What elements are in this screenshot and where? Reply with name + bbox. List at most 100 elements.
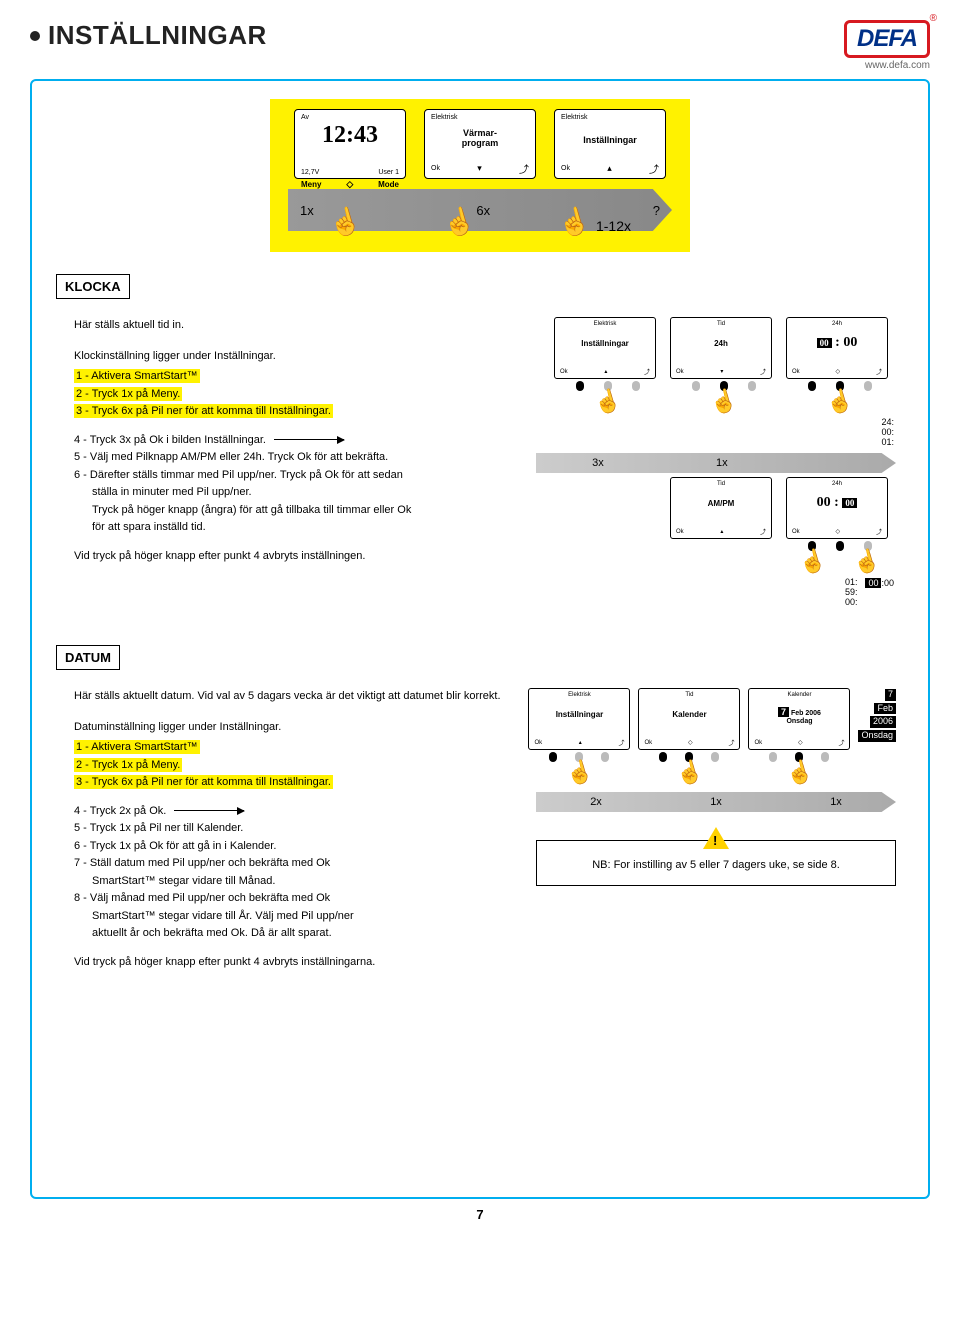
alert-box: NB: For instilling av 5 eller 7 dagers u…: [536, 840, 896, 886]
scr2-mid2: program: [431, 139, 529, 149]
mini-time00: 24h 00 : 00 Ok◇⤴: [786, 317, 888, 379]
screen-time: 12:43: [301, 123, 399, 147]
sb3: 00:: [845, 597, 858, 607]
back-icon: ⤴: [618, 738, 624, 747]
top-yellow-panel: Av 12:43 12,7V User 1 Meny ◇ Mode Elektr…: [270, 99, 690, 252]
scr2-top: Elektrisk: [431, 114, 529, 121]
back-icon: ⤴: [760, 367, 766, 376]
arrow-right-icon: [174, 810, 244, 811]
hand-icon: ☝: [326, 203, 365, 241]
d-s8b: SmartStart™ stegar vidare till År. Välj …: [74, 908, 516, 925]
mini-time00b: 24h 00 : 00 Ok◇⤴: [786, 477, 888, 539]
ok: Ok: [754, 740, 762, 746]
hand-icon: ☝: [823, 386, 856, 418]
back-icon: ⤴: [876, 367, 882, 376]
screen-clock: Av 12:43 12,7V User 1 Meny ◇ Mode: [294, 109, 406, 179]
m-mc: Kalender: [644, 710, 734, 719]
page-title-text: INSTÄLLNINGAR: [48, 20, 267, 51]
hand-icon: ☝: [783, 757, 816, 789]
mode-label: Mode: [378, 180, 399, 189]
sc: 00: [865, 578, 881, 588]
d-s4: 4 - Tryck 2x på Ok.: [74, 805, 166, 817]
main-frame: Av 12:43 12,7V User 1 Meny ◇ Mode Elektr…: [30, 79, 930, 1199]
k-s6c: Tryck på höger knapp (ångra) för att gå …: [74, 502, 516, 519]
k-s6b: ställa in minuter med Pil upp/ner.: [74, 484, 516, 501]
hand-icon: ☝: [554, 203, 593, 241]
d-l2: Onsdag: [754, 718, 844, 725]
ds2: Feb: [874, 703, 896, 715]
sb2: 59:: [845, 587, 858, 597]
m-tl: Elektrisk: [534, 692, 624, 698]
ok: Ok: [792, 529, 800, 535]
k-s2: 2 - Tryck 1x på Meny.: [74, 387, 182, 401]
k-s5: 5 - Välj med Pilknapp AM/PM eller 24h. T…: [74, 449, 516, 466]
klocka-sub: Klockinställning ligger under Inställnin…: [74, 348, 516, 365]
page-title: INSTÄLLNINGAR: [30, 20, 267, 51]
d-s6: 6 - Tryck 1x på Ok för att gå in i Kalen…: [74, 838, 516, 855]
hand-icon: ☝: [673, 757, 706, 789]
mini-d1: Elektrisk Inställningar Ok▴⤴: [528, 688, 630, 750]
klocka-intro: Här ställs aktuell tid in.: [74, 317, 516, 334]
count-strip-d: 2x 1x 1x: [536, 792, 896, 812]
ok: Ok: [676, 529, 684, 535]
datum-header: DATUM: [56, 645, 120, 670]
updown-icon: ◇: [836, 368, 841, 375]
klocka-header: KLOCKA: [56, 274, 130, 299]
m-mc: 24h: [676, 339, 766, 348]
up-icon: ▴: [607, 163, 612, 174]
k-s4: 4 - Tryck 3x på Ok i bilden Inställninga…: [74, 434, 266, 446]
k-s1: 1 - Aktivera SmartStart™: [74, 369, 200, 383]
m-mc: Inställningar: [534, 710, 624, 719]
count-strip: 3x 1x: [536, 453, 896, 473]
m-tl: Tid: [676, 321, 766, 327]
d-intro: Här ställs aktuellt datum. Vid val av 5 …: [74, 688, 516, 705]
ok: Ok: [644, 740, 652, 746]
back-icon: ⤴: [519, 161, 529, 176]
logo-url: www.defa.com: [844, 60, 930, 71]
d-sub: Datuminställning ligger under Inställnin…: [74, 719, 516, 736]
klocka-section: KLOCKA Här ställs aktuell tid in. Klocki…: [56, 274, 904, 611]
screen-bl: 12,7V: [301, 169, 319, 176]
ok-label: Ok: [561, 165, 570, 172]
mini-d3: Kalender 7 Feb 2006 Onsdag Ok◇⤴: [748, 688, 850, 750]
back-icon: ⤴: [838, 738, 844, 747]
d-s7a: 7 - Ställ datum med Pil upp/ner och bekr…: [74, 855, 516, 872]
x2: 2x: [590, 796, 602, 808]
alert-text: NB: For instilling av 5 eller 7 dagers u…: [592, 859, 840, 871]
warning-icon: [703, 827, 729, 849]
d-note: Vid tryck på höger knapp efter punkt 4 a…: [74, 954, 516, 971]
k-s6a: 6 - Därefter ställs timmar med Pil upp/n…: [74, 467, 516, 484]
side1: 24:: [786, 417, 894, 427]
ok-label: Ok: [431, 165, 440, 172]
hand-icon: ☝: [440, 203, 479, 241]
k-s3: 3 - Tryck 6x på Pil ner för att komma ti…: [74, 404, 333, 418]
screen-installningar: Elektrisk Inställningar Ok ▴ ⤴: [554, 109, 666, 179]
updown-icon: ◇: [346, 179, 353, 190]
ds3: 2006: [870, 716, 896, 728]
k-note: Vid tryck på höger knapp efter punkt 4 a…: [74, 548, 516, 565]
hand-icon: ☝: [591, 386, 624, 418]
back-icon: ⤴: [649, 161, 659, 176]
updown-icon: ◇: [798, 739, 803, 746]
ok: Ok: [534, 740, 542, 746]
ok: Ok: [792, 369, 800, 375]
scr3-top: Elektrisk: [561, 114, 659, 121]
x1b: 1x: [830, 796, 842, 808]
d-s2: 2 - Tryck 1x på Meny.: [74, 758, 182, 772]
back-icon: ⤴: [644, 367, 650, 376]
x12-label: 1-12x: [596, 218, 631, 234]
m-tl: Tid: [676, 481, 766, 487]
m-tl: Tid: [644, 692, 734, 698]
up-icon: ▴: [604, 368, 607, 375]
hand-icon: ☝: [707, 386, 740, 418]
screen-br: User 1: [378, 169, 399, 176]
defa-logo: DEFA ®: [844, 20, 930, 58]
registered-icon: ®: [930, 13, 937, 24]
mini-24h: Tid 24h Ok▾⤴: [670, 317, 772, 379]
hand-icon: ☝: [563, 757, 596, 789]
down-icon: ▾: [477, 163, 482, 174]
x3: 3x: [592, 457, 604, 469]
ok: Ok: [676, 369, 684, 375]
d-l1-rest: Feb 2006: [791, 710, 821, 717]
updown-icon: ◇: [836, 528, 841, 535]
